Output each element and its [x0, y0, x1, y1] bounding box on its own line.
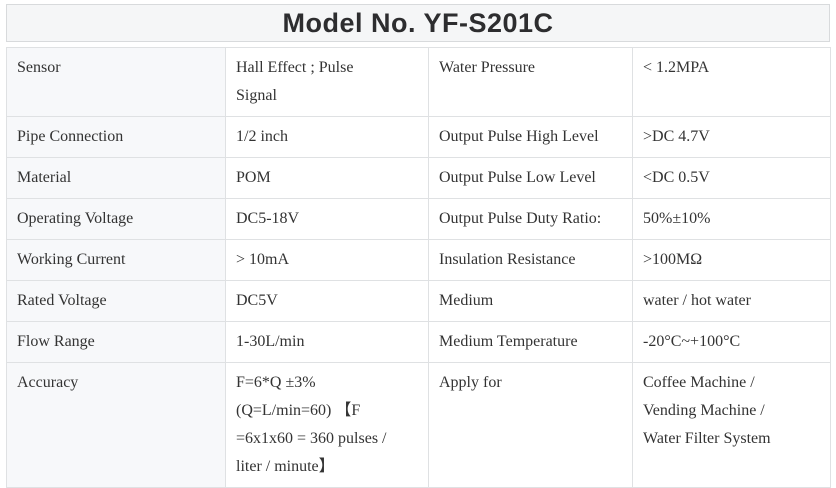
table-row: Rated Voltage DC5V Medium water / hot wa…	[6, 280, 831, 322]
spec-value-cell: 50%±10%	[632, 198, 831, 240]
spec-label-cell: Medium	[428, 280, 633, 322]
spec-label-cell: Flow Range	[6, 321, 226, 363]
cell-line: DC5-18V	[236, 210, 300, 227]
cell-line: 1-30L/min	[236, 333, 305, 350]
spec-label-cell: Output Pulse Duty Ratio:	[428, 198, 633, 240]
spec-label-cell: Pipe Connection	[6, 116, 226, 158]
cell-line: Accuracy	[17, 374, 79, 391]
spec-value-cell: DC5V	[225, 280, 429, 322]
cell-line: Vending Machine /	[643, 402, 765, 419]
spec-label-cell: Accuracy	[6, 362, 226, 488]
cell-line: Water Filter System	[643, 430, 771, 447]
cell-line: Medium	[439, 292, 494, 309]
cell-line: Output Pulse Low Level	[439, 169, 596, 186]
cell-line: >DC 4.7V	[643, 128, 710, 145]
table-row: Flow Range 1-30L/min Medium Temperature …	[6, 321, 831, 363]
spec-table: Sensor Hall Effect ; Pulse Signal Water …	[6, 47, 831, 488]
cell-line: Medium Temperature	[439, 333, 578, 350]
spec-label-cell: Apply for	[428, 362, 633, 488]
cell-line: water / hot water	[643, 292, 751, 309]
cell-line: (Q=L/min=60) 【F	[236, 402, 361, 419]
cell-line: F=6*Q ±3%	[236, 374, 316, 391]
table-row: Sensor Hall Effect ; Pulse Signal Water …	[6, 47, 831, 117]
cell-line: Signal	[236, 87, 277, 104]
spec-value-cell: -20°C~+100°C	[632, 321, 831, 363]
spec-value-cell: < 1.2MPA	[632, 47, 831, 117]
spec-value-cell: 1/2 inch	[225, 116, 429, 158]
table-row: Pipe Connection 1/2 inch Output Pulse Hi…	[6, 116, 831, 158]
spec-label-cell: Insulation Resistance	[428, 239, 633, 281]
table-row: Operating Voltage DC5-18V Output Pulse D…	[6, 198, 831, 240]
cell-line: 1/2 inch	[236, 128, 288, 145]
model-title-text: Model No. YF-S201C	[282, 8, 554, 38]
spec-label-cell: Rated Voltage	[6, 280, 226, 322]
cell-line: Pipe Connection	[17, 128, 124, 145]
spec-label-cell: Operating Voltage	[6, 198, 226, 240]
table-row: Accuracy F=6*Q ±3% (Q=L/min=60) 【F =6x1x…	[6, 362, 831, 488]
spec-value-cell: Hall Effect ; Pulse Signal	[225, 47, 429, 117]
cell-line: Apply for	[439, 374, 502, 391]
cell-line: POM	[236, 169, 271, 186]
cell-line: Sensor	[17, 59, 61, 76]
spec-label-cell: Water Pressure	[428, 47, 633, 117]
cell-line: Insulation Resistance	[439, 251, 576, 268]
cell-line: > 10mA	[236, 251, 290, 268]
spec-value-cell: 1-30L/min	[225, 321, 429, 363]
spec-value-cell: > 10mA	[225, 239, 429, 281]
cell-line: Hall Effect ; Pulse	[236, 59, 354, 76]
model-title: Model No. YF-S201C	[6, 4, 830, 42]
cell-line: Output Pulse High Level	[439, 128, 599, 145]
cell-line: Water Pressure	[439, 59, 536, 76]
spec-label-cell: Sensor	[6, 47, 226, 117]
spec-value-cell: DC5-18V	[225, 198, 429, 240]
cell-line: liter / minute】	[236, 458, 335, 475]
cell-line: >100MΩ	[643, 251, 703, 268]
cell-line: Material	[17, 169, 72, 186]
spec-value-cell: water / hot water	[632, 280, 831, 322]
spec-label-cell: Material	[6, 157, 226, 199]
cell-line: Working Current	[17, 251, 126, 268]
cell-line: =6x1x60 = 360 pulses /	[236, 430, 387, 447]
table-row: Material POM Output Pulse Low Level <DC …	[6, 157, 831, 199]
cell-line: -20°C~+100°C	[643, 333, 741, 350]
cell-line: <DC 0.5V	[643, 169, 710, 186]
cell-line: Output Pulse Duty Ratio:	[439, 210, 602, 227]
cell-line: 50%±10%	[643, 210, 711, 227]
spec-value-cell: <DC 0.5V	[632, 157, 831, 199]
cell-line: Operating Voltage	[17, 210, 134, 227]
spec-label-cell: Medium Temperature	[428, 321, 633, 363]
spec-label-cell: Output Pulse High Level	[428, 116, 633, 158]
spec-label-cell: Output Pulse Low Level	[428, 157, 633, 199]
spec-label-cell: Working Current	[6, 239, 226, 281]
cell-line: Flow Range	[17, 333, 95, 350]
cell-line: Rated Voltage	[17, 292, 107, 309]
spec-value-cell: Coffee Machine / Vending Machine / Water…	[632, 362, 831, 488]
cell-line: < 1.2MPA	[643, 59, 710, 76]
spec-value-cell: >DC 4.7V	[632, 116, 831, 158]
spec-value-cell: F=6*Q ±3% (Q=L/min=60) 【F =6x1x60 = 360 …	[225, 362, 429, 488]
cell-line: Coffee Machine /	[643, 374, 755, 391]
spec-value-cell: >100MΩ	[632, 239, 831, 281]
cell-line: DC5V	[236, 292, 278, 309]
table-row: Working Current > 10mA Insulation Resist…	[6, 239, 831, 281]
spec-value-cell: POM	[225, 157, 429, 199]
